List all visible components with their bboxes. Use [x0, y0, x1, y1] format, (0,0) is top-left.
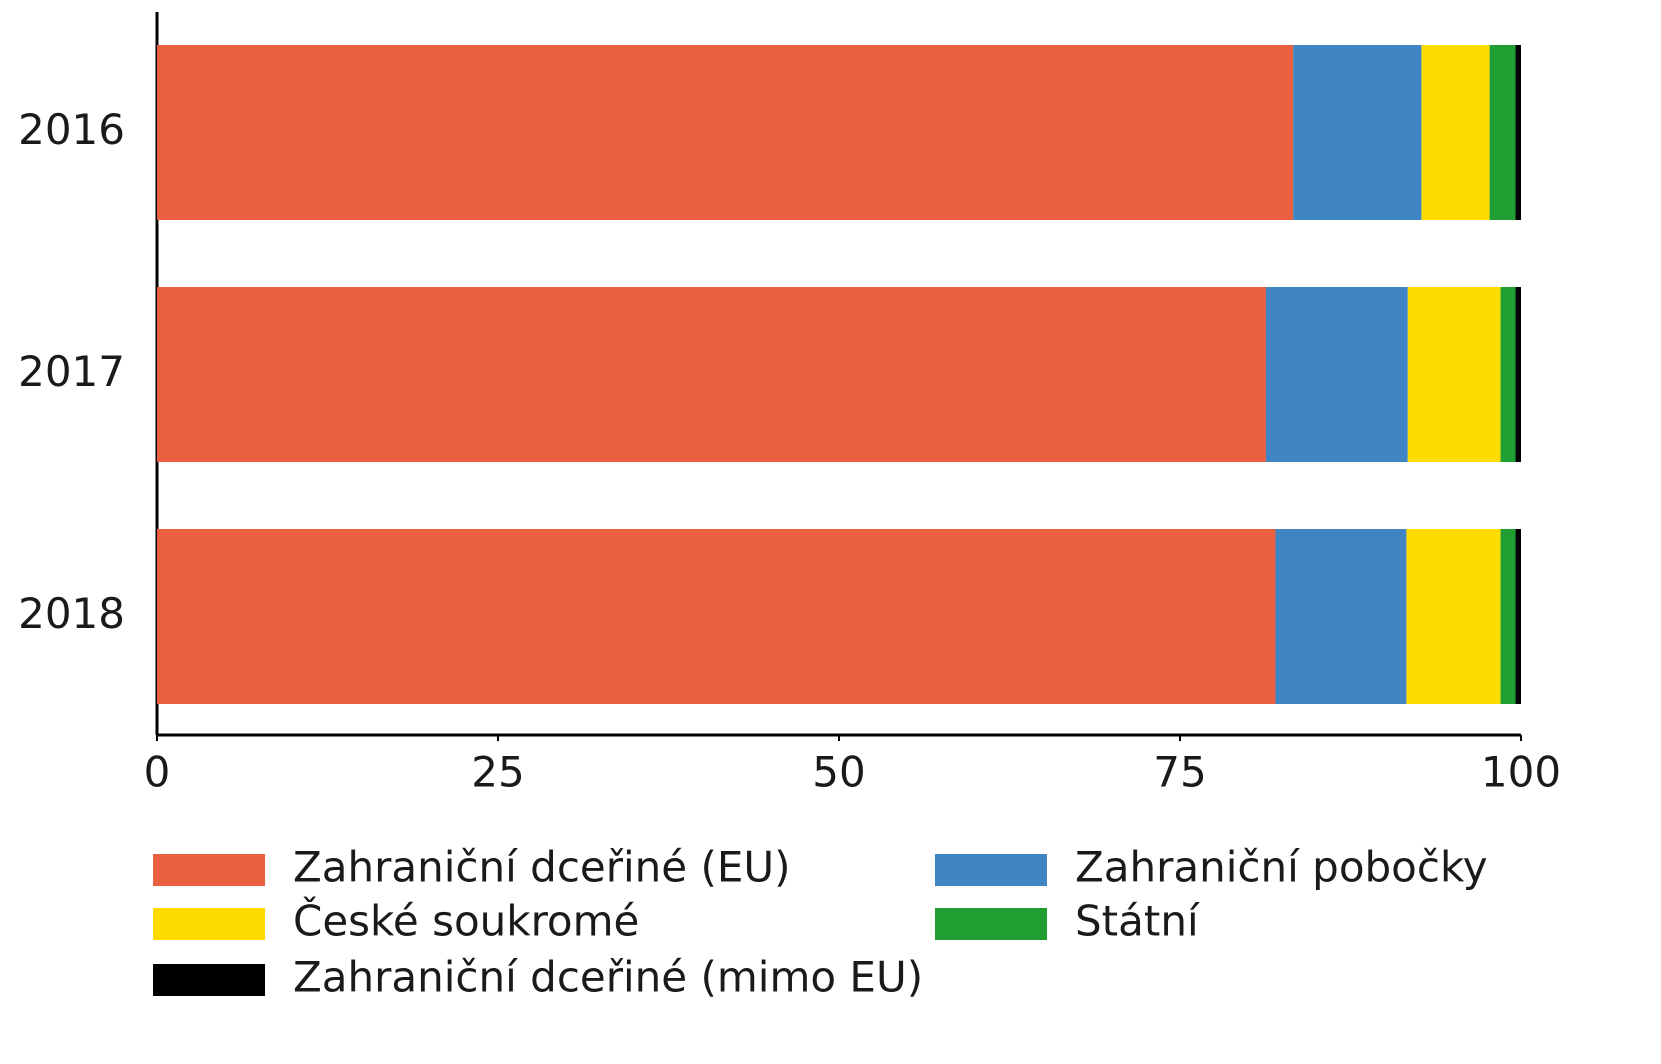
bar-segment: [1407, 287, 1501, 462]
y-tick-label: 2017: [18, 347, 125, 396]
legend-label: Zahraniční pobočky: [1075, 843, 1488, 892]
bar-segment: [1265, 287, 1408, 462]
bar-segment: [1515, 529, 1521, 704]
legend-label: Zahraniční dceřiné (EU): [293, 843, 791, 892]
legend-swatch: [153, 854, 265, 886]
bar-segment: [157, 529, 1276, 704]
legend-label: České soukromé: [293, 896, 639, 946]
bar-segment: [1406, 529, 1501, 704]
bar-segment: [157, 45, 1294, 220]
legend-label: Státní: [1075, 897, 1200, 946]
bar-segment: [1489, 45, 1516, 220]
bar-segment: [1275, 529, 1407, 704]
x-tick-label: 0: [144, 748, 171, 797]
legend-swatch: [935, 854, 1047, 886]
legend-swatch: [935, 908, 1047, 940]
bar-segment: [1421, 45, 1490, 220]
bar-segment: [1293, 45, 1422, 220]
legend-label: Zahraniční dceřiné (mimo EU): [293, 953, 923, 1002]
y-tick-label: 2016: [18, 105, 125, 154]
bar-segment: [1515, 45, 1521, 220]
bar-segment: [1515, 287, 1521, 462]
legend-swatch: [153, 964, 265, 996]
x-tick-label: 25: [471, 748, 524, 797]
x-tick-label: 50: [812, 748, 865, 797]
bar-segment: [1500, 287, 1516, 462]
x-tick-label: 75: [1153, 748, 1206, 797]
bar-segment: [157, 287, 1266, 462]
x-tick-label: 100: [1481, 748, 1561, 797]
y-tick-label: 2018: [18, 589, 125, 638]
legend-swatch: [153, 908, 265, 940]
bar-segment: [1500, 529, 1516, 704]
